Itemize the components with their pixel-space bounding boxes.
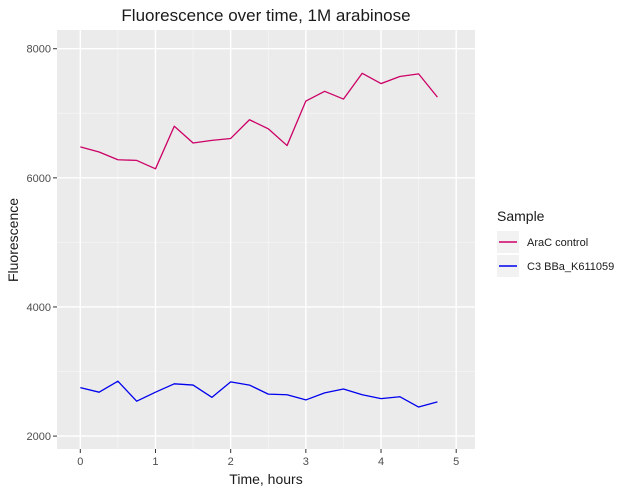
x-tick-label: 4 [378, 456, 384, 468]
x-axis-title: Time, hours [229, 471, 302, 487]
grid-minor [57, 30, 475, 449]
x-axis: 0 1 2 3 4 5 [77, 449, 459, 468]
series-lines [80, 72, 438, 408]
y-tick-label: 8000 [27, 44, 51, 56]
y-tick-label: 6000 [27, 173, 51, 185]
x-tick-label: 0 [77, 456, 83, 468]
y-axis-title: Fluorescence [5, 198, 21, 282]
y-axis: 2000 4000 6000 8000 [27, 44, 57, 443]
panel-background [57, 30, 475, 449]
legend: Sample AraC control C3 BBa_K611059 [497, 208, 614, 277]
series-line-1 [80, 72, 438, 170]
x-tick-label: 1 [152, 456, 158, 468]
series-line-2 [80, 380, 438, 408]
x-tick-label: 5 [453, 456, 459, 468]
legend-label-2: C3 BBa_K611059 [527, 261, 614, 273]
legend-label-1: AraC control [527, 237, 588, 249]
grid-major [57, 30, 475, 449]
y-tick-label: 4000 [27, 302, 51, 314]
x-tick-label: 3 [303, 456, 309, 468]
legend-title: Sample [497, 208, 545, 224]
chart-title: Fluorescence over time, 1M arabinose [121, 6, 410, 25]
x-tick-label: 2 [228, 456, 234, 468]
y-tick-label: 2000 [27, 431, 51, 443]
